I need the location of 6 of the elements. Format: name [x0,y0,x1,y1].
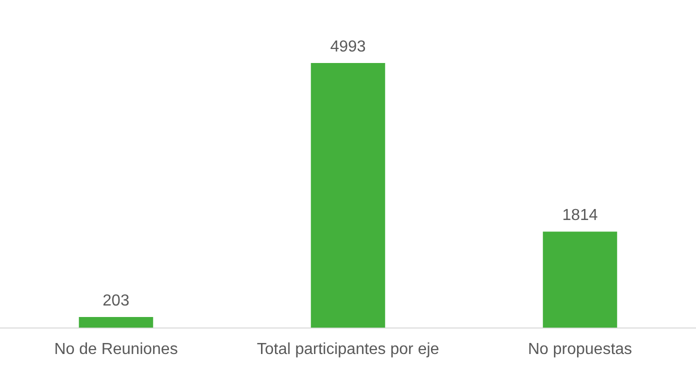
data-label: 1814 [562,206,598,224]
data-label: 203 [102,292,130,310]
x-tick-label: No de Reuniones [54,340,178,358]
x-tick-label: Total participantes por eje [256,340,440,358]
data-label: 4993 [330,38,366,56]
x-tick-label: No propuestas [528,340,632,358]
